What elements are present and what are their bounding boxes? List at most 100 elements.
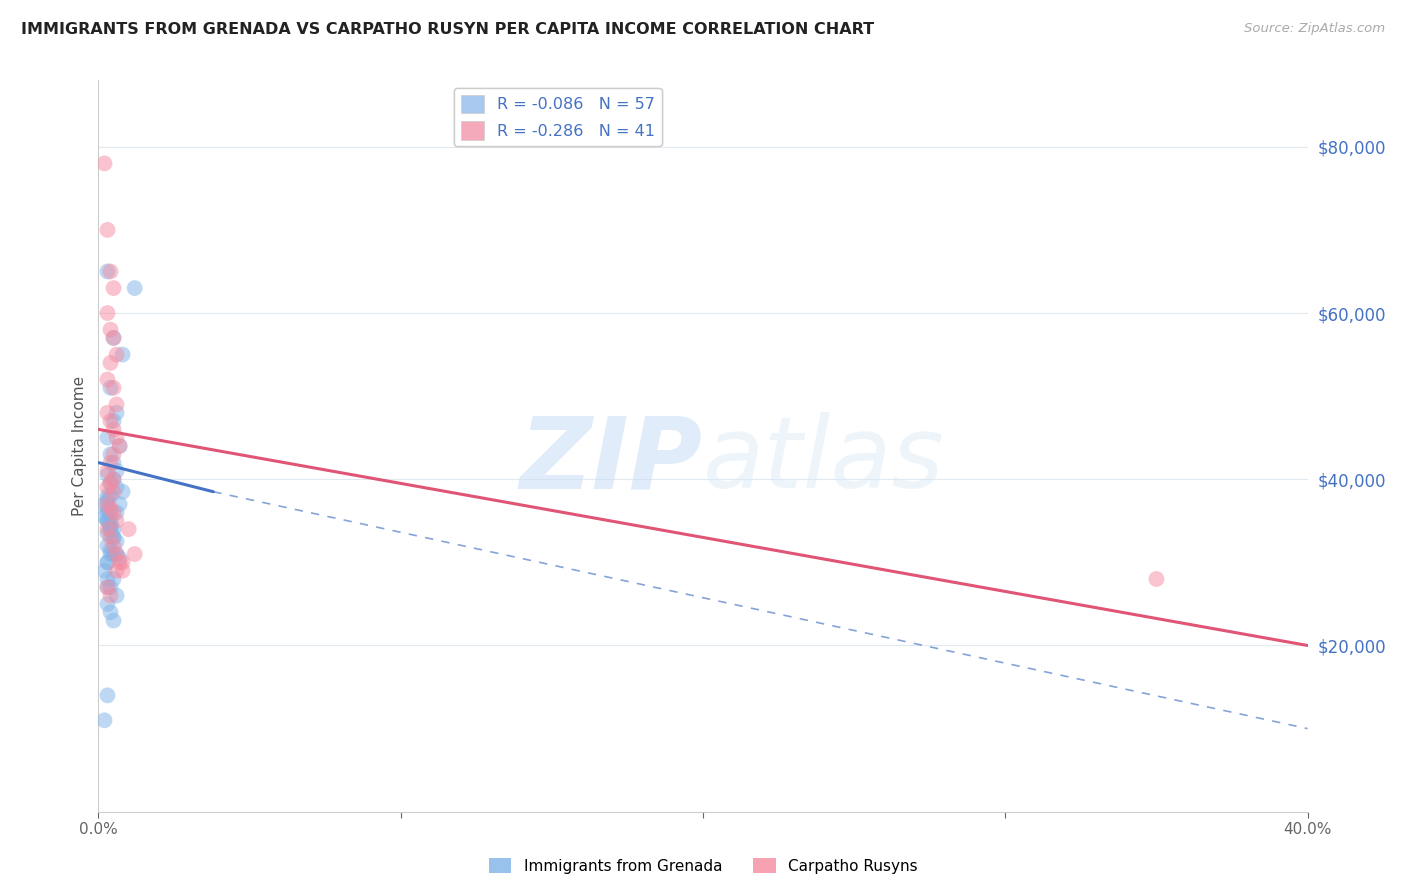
Point — [111, 564, 134, 578]
Point — [105, 547, 128, 561]
Point — [93, 564, 115, 578]
Point — [96, 481, 118, 495]
Point — [96, 539, 118, 553]
Point — [103, 572, 125, 586]
Point — [103, 484, 125, 499]
Point — [103, 331, 125, 345]
Point — [100, 414, 122, 428]
Point — [105, 406, 128, 420]
Point — [100, 506, 122, 520]
Point — [111, 555, 134, 569]
Text: atlas: atlas — [703, 412, 945, 509]
Point — [96, 501, 118, 516]
Legend: Immigrants from Grenada, Carpatho Rusyns: Immigrants from Grenada, Carpatho Rusyns — [482, 852, 924, 880]
Point — [96, 468, 118, 483]
Point — [93, 156, 115, 170]
Point — [105, 589, 128, 603]
Point — [124, 547, 146, 561]
Point — [103, 414, 125, 428]
Point — [96, 406, 118, 420]
Point — [103, 506, 125, 520]
Point — [105, 397, 128, 411]
Point — [100, 476, 122, 491]
Point — [100, 522, 122, 536]
Point — [96, 464, 118, 478]
Point — [100, 456, 122, 470]
Point — [100, 476, 122, 491]
Point — [100, 518, 122, 533]
Point — [96, 597, 118, 611]
Legend: R = -0.086   N = 57, R = -0.286   N = 41: R = -0.086 N = 57, R = -0.286 N = 41 — [454, 88, 662, 146]
Point — [103, 472, 125, 486]
Point — [100, 264, 122, 278]
Point — [103, 281, 125, 295]
Point — [105, 547, 128, 561]
Point — [96, 506, 118, 520]
Point — [100, 356, 122, 370]
Point — [103, 614, 125, 628]
Point — [103, 530, 125, 544]
Point — [96, 489, 118, 503]
Point — [100, 547, 122, 561]
Point — [105, 464, 128, 478]
Point — [96, 264, 118, 278]
Point — [100, 522, 122, 536]
Point — [96, 223, 118, 237]
Point — [108, 497, 131, 511]
Point — [105, 514, 128, 528]
Point — [103, 447, 125, 461]
Point — [111, 347, 134, 362]
Point — [96, 555, 118, 569]
Point — [105, 481, 128, 495]
Point — [100, 447, 122, 461]
Point — [100, 514, 122, 528]
Point — [96, 514, 118, 528]
Point — [103, 422, 125, 436]
Point — [93, 497, 115, 511]
Point — [100, 605, 122, 619]
Point — [103, 530, 125, 544]
Point — [100, 323, 122, 337]
Point — [96, 580, 118, 594]
Point — [103, 539, 125, 553]
Point — [103, 456, 125, 470]
Point — [103, 331, 125, 345]
Point — [100, 542, 122, 557]
Point — [103, 522, 125, 536]
Point — [96, 372, 118, 386]
Point — [111, 484, 134, 499]
Point — [105, 431, 128, 445]
Point — [96, 522, 118, 536]
Point — [1144, 572, 1167, 586]
Point — [124, 281, 146, 295]
Point — [96, 526, 118, 541]
Point — [108, 551, 131, 566]
Point — [105, 564, 128, 578]
Point — [105, 506, 128, 520]
Point — [100, 381, 122, 395]
Text: ZIP: ZIP — [520, 412, 703, 509]
Point — [103, 547, 125, 561]
Point — [96, 497, 118, 511]
Point — [93, 509, 115, 524]
Point — [93, 714, 115, 728]
Point — [105, 347, 128, 362]
Point — [103, 381, 125, 395]
Text: IMMIGRANTS FROM GRENADA VS CARPATHO RUSYN PER CAPITA INCOME CORRELATION CHART: IMMIGRANTS FROM GRENADA VS CARPATHO RUSY… — [21, 22, 875, 37]
Point — [96, 555, 118, 569]
Point — [96, 493, 118, 508]
Point — [118, 522, 141, 536]
Point — [100, 589, 122, 603]
Point — [96, 306, 118, 320]
Point — [96, 514, 118, 528]
Point — [105, 534, 128, 549]
Point — [108, 555, 131, 569]
Point — [100, 580, 122, 594]
Point — [96, 580, 118, 594]
Point — [96, 431, 118, 445]
Point — [103, 472, 125, 486]
Point — [96, 689, 118, 703]
Text: Source: ZipAtlas.com: Source: ZipAtlas.com — [1244, 22, 1385, 36]
Point — [108, 439, 131, 453]
Point — [100, 489, 122, 503]
